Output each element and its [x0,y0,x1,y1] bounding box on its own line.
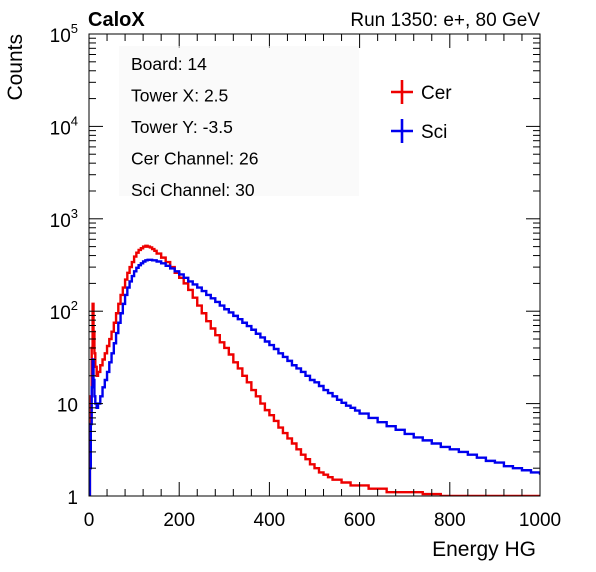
ticks-layer [88,33,541,497]
series-layer [89,244,540,496]
y-tick-label: 102 [50,298,78,324]
y-tick-label: 104 [50,113,78,139]
info-box-line: Tower Y: -3.5 [131,117,233,137]
legend-label-cer: Cer [421,83,452,104]
plot-frame [88,33,541,497]
chart-title-right: Run 1350: e+, 80 GeV [350,10,540,31]
x-tick-label: 200 [163,510,195,531]
x-tick-label: 1000 [519,510,561,531]
y-tick-labels: 1 10 102 103 104 105 [50,21,78,509]
info-box-line: Tower X: 2.5 [131,86,228,106]
x-axis-label: Energy HG [432,538,536,561]
x-tick-label: 0 [84,510,95,531]
x-tick-label: 600 [344,510,376,531]
x-tick-label: 400 [254,510,286,531]
legend-label-sci: Sci [421,122,447,143]
info-box-background [119,46,359,196]
x-tick-labels: 0 200 400 600 800 1000 [84,510,561,531]
legend: Cer Sci [391,80,452,143]
y-tick-label: 1 [67,488,78,509]
series-cer-line [89,244,540,496]
info-box-line: Board: 14 [131,54,207,74]
info-box-line: Sci Channel: 30 [131,180,255,200]
x-tick-label: 800 [434,510,466,531]
y-tick-label: 103 [50,206,78,232]
series-sci-line [89,258,540,496]
y-tick-label: 105 [50,21,78,47]
info-box-line: Cer Channel: 26 [131,149,258,169]
chart-title-left: CaloX [88,9,145,31]
info-box: Board: 14 Tower X: 2.5 Tower Y: -3.5 Cer Ch… [119,46,359,200]
y-axis-label: Counts [4,34,27,101]
y-tick-label: 10 [57,396,78,417]
